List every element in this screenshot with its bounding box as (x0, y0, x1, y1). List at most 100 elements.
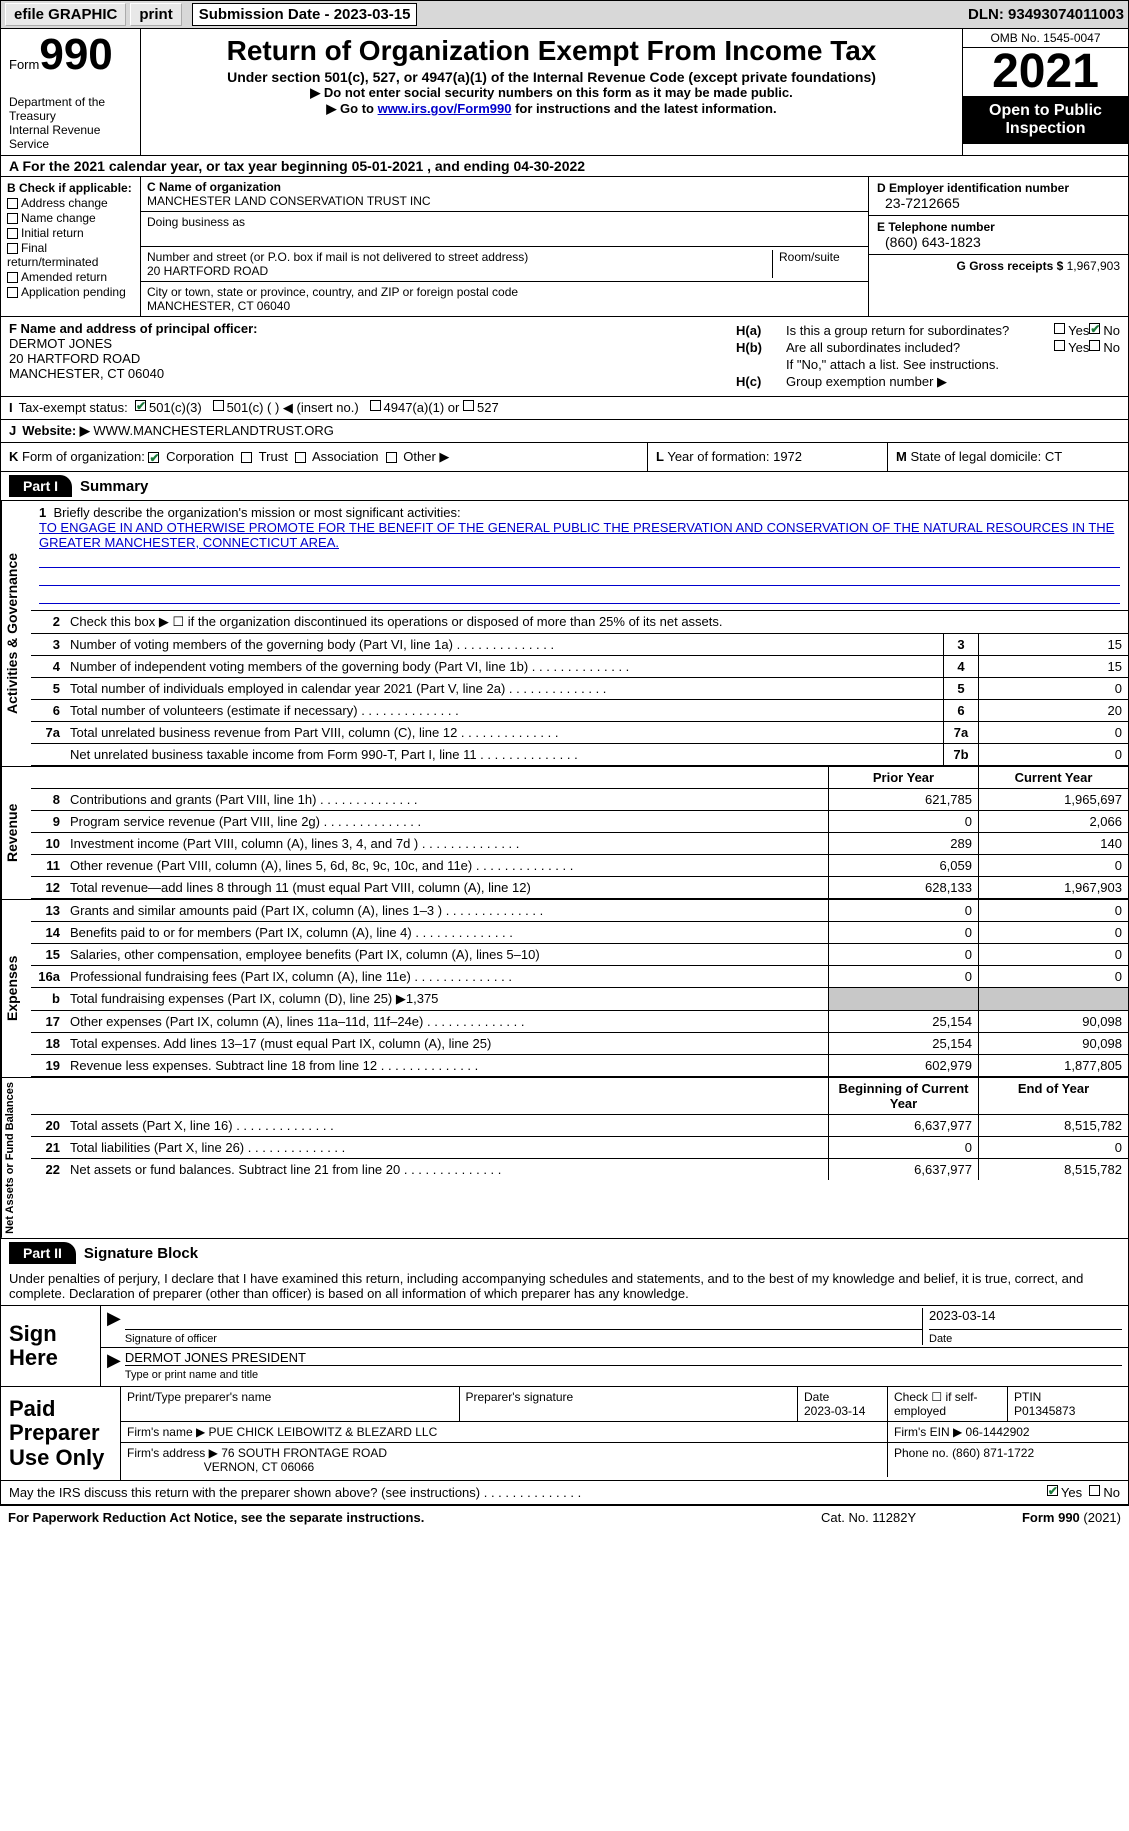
col-d-ein: D Employer identification number23-72126… (868, 177, 1128, 316)
hb-yes[interactable] (1054, 340, 1065, 351)
cb-final-return[interactable] (7, 243, 18, 254)
cb-trust[interactable] (241, 452, 252, 463)
cb-amend-label: Amended return (21, 270, 107, 284)
b-label: B Check if applicable: (7, 181, 134, 195)
org-name: MANCHESTER LAND CONSERVATION TRUST INC (147, 194, 431, 208)
i-label: I (9, 400, 13, 416)
room-label: Room/suite (772, 250, 862, 278)
discuss-text: May the IRS discuss this return with the… (9, 1485, 1047, 1500)
cb-amended-return[interactable] (7, 272, 18, 283)
discuss-yes[interactable] (1047, 1485, 1058, 1496)
l21: Total liabilities (Part X, line 26) (66, 1137, 828, 1158)
v7b: 0 (978, 744, 1128, 765)
vtab-revenue: Revenue (1, 767, 31, 899)
l11: Other revenue (Part VIII, column (A), li… (66, 855, 828, 876)
cb-501c[interactable] (213, 400, 224, 411)
ha-yes[interactable] (1054, 323, 1065, 334)
ein-value: 23-7212665 (877, 195, 1120, 211)
c18: 90,098 (978, 1033, 1128, 1054)
cb-other[interactable] (386, 452, 397, 463)
cb-name-change[interactable] (7, 213, 18, 224)
form-title: Return of Organization Exempt From Incom… (149, 35, 954, 67)
form-header: Form990 Department of the TreasuryIntern… (0, 29, 1129, 156)
ha-text: Is this a group return for subordinates? (786, 323, 1054, 338)
opt-other: Other ▶ (403, 449, 449, 464)
hc-label: H(c) (736, 374, 786, 390)
cb-final-label: Final return/terminated (7, 241, 98, 269)
beg-year-hdr: Beginning of Current Year (828, 1078, 978, 1114)
hb-note: If "No," attach a list. See instructions… (786, 357, 1120, 372)
c11: 0 (978, 855, 1128, 876)
ein-label: D Employer identification number (877, 181, 1069, 195)
opt-assoc: Association (312, 449, 378, 464)
print-button[interactable]: print (130, 3, 181, 26)
p12: 628,133 (828, 877, 978, 898)
instructions-link[interactable]: www.irs.gov/Form990 (378, 101, 512, 116)
no-label: No (1103, 323, 1120, 338)
yes-label-2: Yes (1068, 340, 1089, 355)
form-label: Form (9, 57, 39, 72)
cb-501c3[interactable] (135, 400, 146, 411)
officer-name: DERMOT JONES (9, 336, 112, 351)
block-f-h: F Name and address of principal officer:… (0, 317, 1129, 397)
vtab-activities: Activities & Governance (1, 501, 31, 766)
cb-527[interactable] (463, 400, 474, 411)
cb-4947[interactable] (370, 400, 381, 411)
sub3-suffix: for instructions and the latest informat… (511, 101, 776, 116)
f-label: F Name and address of principal officer: (9, 321, 258, 336)
discuss-no-label: No (1103, 1485, 1120, 1500)
tel-label: E Telephone number (877, 220, 995, 234)
ha-no[interactable] (1089, 323, 1100, 334)
phone-label: Phone no. (894, 1446, 949, 1460)
phone-value: (860) 871-1722 (952, 1446, 1034, 1460)
discuss-no[interactable] (1089, 1485, 1100, 1496)
form-number: 990 (39, 30, 112, 79)
p17: 25,154 (828, 1011, 978, 1032)
v3: 15 (978, 634, 1128, 655)
hb-text: Are all subordinates included? (786, 340, 1054, 355)
l8: Contributions and grants (Part VIII, lin… (66, 789, 828, 810)
subtitle-2: ▶ Do not enter social security numbers o… (149, 85, 954, 101)
l7b-text: Net unrelated business taxable income fr… (66, 744, 943, 765)
p11: 6,059 (828, 855, 978, 876)
open-to-public: Open to Public Inspection (963, 96, 1128, 144)
p19: 602,979 (828, 1055, 978, 1076)
l2-text: Check this box ▶ ☐ if the organization d… (66, 611, 1128, 633)
hb-no[interactable] (1089, 340, 1100, 351)
dln-value: DLN: 93493074011003 (968, 6, 1124, 23)
top-toolbar: efile GRAPHIC print Submission Date - 20… (0, 0, 1129, 29)
cb-address-change[interactable] (7, 198, 18, 209)
part1-header: Part I (9, 475, 72, 497)
p13: 0 (828, 900, 978, 921)
sig-officer-label: Signature of officer (125, 1333, 217, 1345)
l-label: L (656, 449, 664, 464)
cb-assoc[interactable] (295, 452, 306, 463)
l1-label: Briefly describe the organization's miss… (53, 505, 460, 520)
l14: Benefits paid to or for members (Part IX… (66, 922, 828, 943)
l15: Salaries, other compensation, employee b… (66, 944, 828, 965)
part-2-signature: Part IISignature Block Under penalties o… (0, 1239, 1129, 1505)
sig-date-label: Date (929, 1333, 952, 1345)
officer-street: 20 HARTFORD ROAD (9, 351, 140, 366)
l3-text: Number of voting members of the governin… (66, 634, 943, 655)
cb-initial-return[interactable] (7, 228, 18, 239)
c-name-label: C Name of organization (147, 180, 281, 194)
p16a: 0 (828, 966, 978, 987)
footer-left: For Paperwork Reduction Act Notice, see … (8, 1510, 821, 1525)
cb-application-pending[interactable] (7, 287, 18, 298)
vtab-net-assets: Net Assets or Fund Balances (1, 1078, 31, 1238)
p10: 289 (828, 833, 978, 854)
officer-city: MANCHESTER, CT 06040 (9, 366, 164, 381)
opt-501c3: 501(c)(3) (149, 400, 202, 416)
part2-header: Part II (9, 1242, 76, 1264)
mission-text: TO ENGAGE IN AND OTHERWISE PROMOTE FOR T… (39, 520, 1114, 550)
l-text: Year of formation: 1972 (667, 449, 802, 464)
v4: 15 (978, 656, 1128, 677)
sig-date-value: 2023-03-14 (929, 1308, 1122, 1330)
m-text: State of legal domicile: CT (910, 449, 1062, 464)
cb-corp[interactable] (148, 452, 159, 463)
p18: 25,154 (828, 1033, 978, 1054)
no-label-2: No (1103, 340, 1120, 355)
l10: Investment income (Part VIII, column (A)… (66, 833, 828, 854)
type-name-label: Type or print name and title (125, 1369, 258, 1381)
